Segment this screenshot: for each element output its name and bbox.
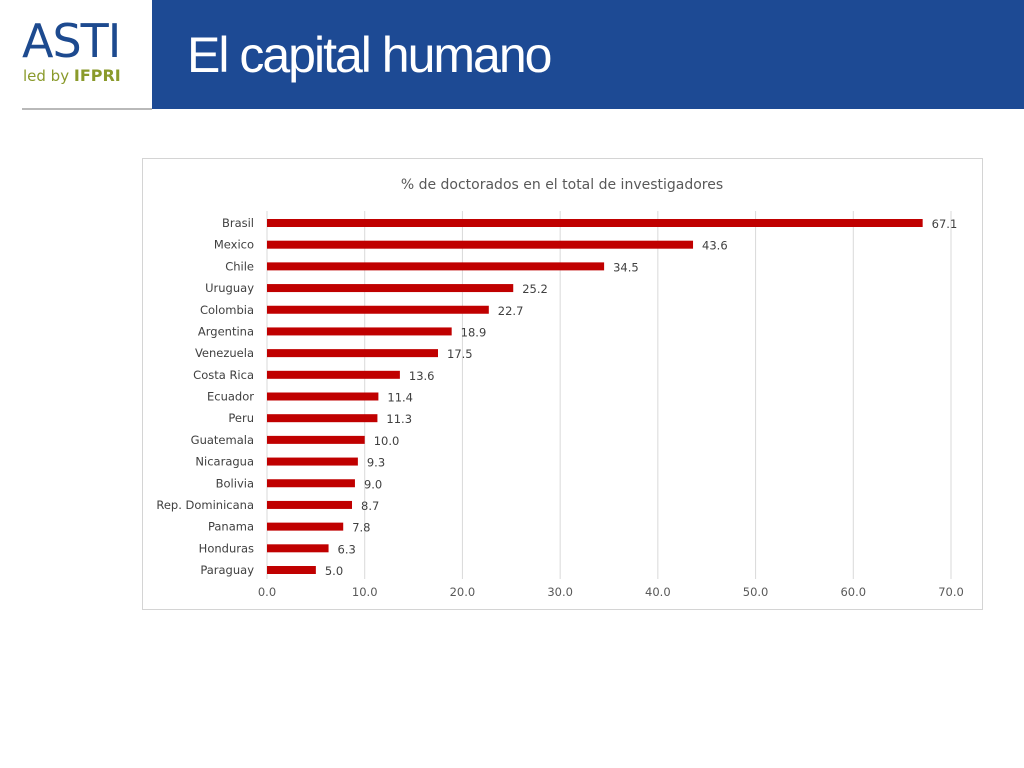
category-label: Costa Rica: [193, 368, 254, 382]
logo-ifpri-text: IFPRI: [73, 66, 121, 85]
value-label: 9.0: [364, 477, 382, 491]
category-label: Guatemala: [191, 433, 254, 447]
value-label: 8.7: [361, 499, 379, 513]
logo-tagline-prefix: led by: [23, 67, 74, 85]
value-label: 43.6: [702, 239, 728, 253]
value-label: 11.3: [386, 412, 412, 426]
value-label: 6.3: [338, 542, 356, 556]
category-label: Brasil: [222, 216, 254, 230]
x-tick-label: 60.0: [840, 585, 866, 599]
bar-peru: [267, 414, 378, 423]
category-label: Venezuela: [195, 346, 254, 360]
x-tick-label: 40.0: [645, 585, 671, 599]
category-label: Ecuador: [207, 390, 254, 404]
chart-x-tick-labels: 0.0 10.0 20.0 30.0 40.0 50.0 60.0 70.0: [258, 585, 964, 599]
chart-title: % de doctorados en el total de investiga…: [401, 177, 723, 193]
value-label: 25.2: [522, 282, 548, 296]
x-tick-label: 50.0: [743, 585, 769, 599]
category-label: Argentina: [198, 324, 254, 338]
bar-guatemala: [267, 435, 365, 444]
x-tick-label: 70.0: [938, 585, 964, 599]
logo-tagline: led by IFPRI: [23, 66, 121, 86]
category-label: Uruguay: [205, 281, 254, 295]
value-label: 13.6: [409, 369, 435, 383]
category-label: Nicaragua: [195, 455, 254, 469]
chart-bars: [267, 219, 923, 574]
bar-chile: [267, 262, 605, 271]
logo-divider: [22, 108, 152, 110]
value-label: 17.5: [447, 347, 473, 361]
x-tick-label: 30.0: [547, 585, 573, 599]
value-label: 10.0: [374, 434, 400, 448]
value-label: 22.7: [498, 304, 524, 318]
header-bar: El capital humano: [152, 0, 1024, 109]
bar-rep-dominicana: [267, 500, 353, 509]
value-label: 34.5: [613, 260, 639, 274]
chart-container: % de doctorados en el total de investiga…: [142, 158, 983, 610]
x-tick-label: 0.0: [258, 585, 276, 599]
value-label: 67.1: [932, 217, 958, 231]
category-label: Bolivia: [216, 476, 254, 490]
chart-value-labels: 67.1 43.6 34.5 25.2 22.7 18.9 17.5 13.6 11.4 11.3…: [325, 217, 957, 578]
value-label: 9.3: [367, 456, 385, 470]
bar-uruguay: [267, 284, 514, 293]
category-label: Mexico: [214, 238, 254, 252]
category-label: Chile: [225, 259, 254, 273]
bar-nicaragua: [267, 457, 358, 466]
value-label: 5.0: [325, 564, 343, 578]
bar-honduras: [267, 544, 329, 553]
bar-brasil: [267, 219, 923, 227]
chart-gridlines: [266, 211, 952, 579]
category-label: Colombia: [200, 303, 254, 317]
category-label: Honduras: [199, 541, 254, 555]
value-label: 7.8: [352, 521, 370, 535]
bar-chart: % de doctorados en el total de investiga…: [156, 177, 964, 599]
category-label: Peru: [228, 411, 254, 425]
bar-bolivia: [267, 479, 355, 488]
category-label: Rep. Dominicana: [156, 498, 254, 512]
x-tick-label: 10.0: [352, 585, 378, 599]
asti-logo: ASTI led by IFPRI: [0, 0, 152, 110]
bar-mexico: [267, 240, 694, 249]
chart-category-labels: Brasil Mexico Chile Uruguay Colombia Argentin…: [156, 216, 254, 577]
bar-ecuador: [267, 392, 379, 401]
value-label: 18.9: [461, 325, 487, 339]
bar-argentina: [267, 327, 452, 336]
value-label: 11.4: [387, 391, 413, 405]
bar-venezuela: [267, 349, 438, 358]
bar-costa-rica: [267, 370, 400, 379]
category-label: Panama: [208, 520, 254, 534]
bar-paraguay: [267, 566, 316, 574]
bar-colombia: [267, 305, 489, 314]
logo-asti-text: ASTI: [22, 14, 121, 68]
page-title: El capital humano: [187, 27, 552, 83]
category-label: Paraguay: [200, 563, 254, 577]
bar-panama: [267, 522, 344, 531]
x-tick-label: 20.0: [450, 585, 476, 599]
